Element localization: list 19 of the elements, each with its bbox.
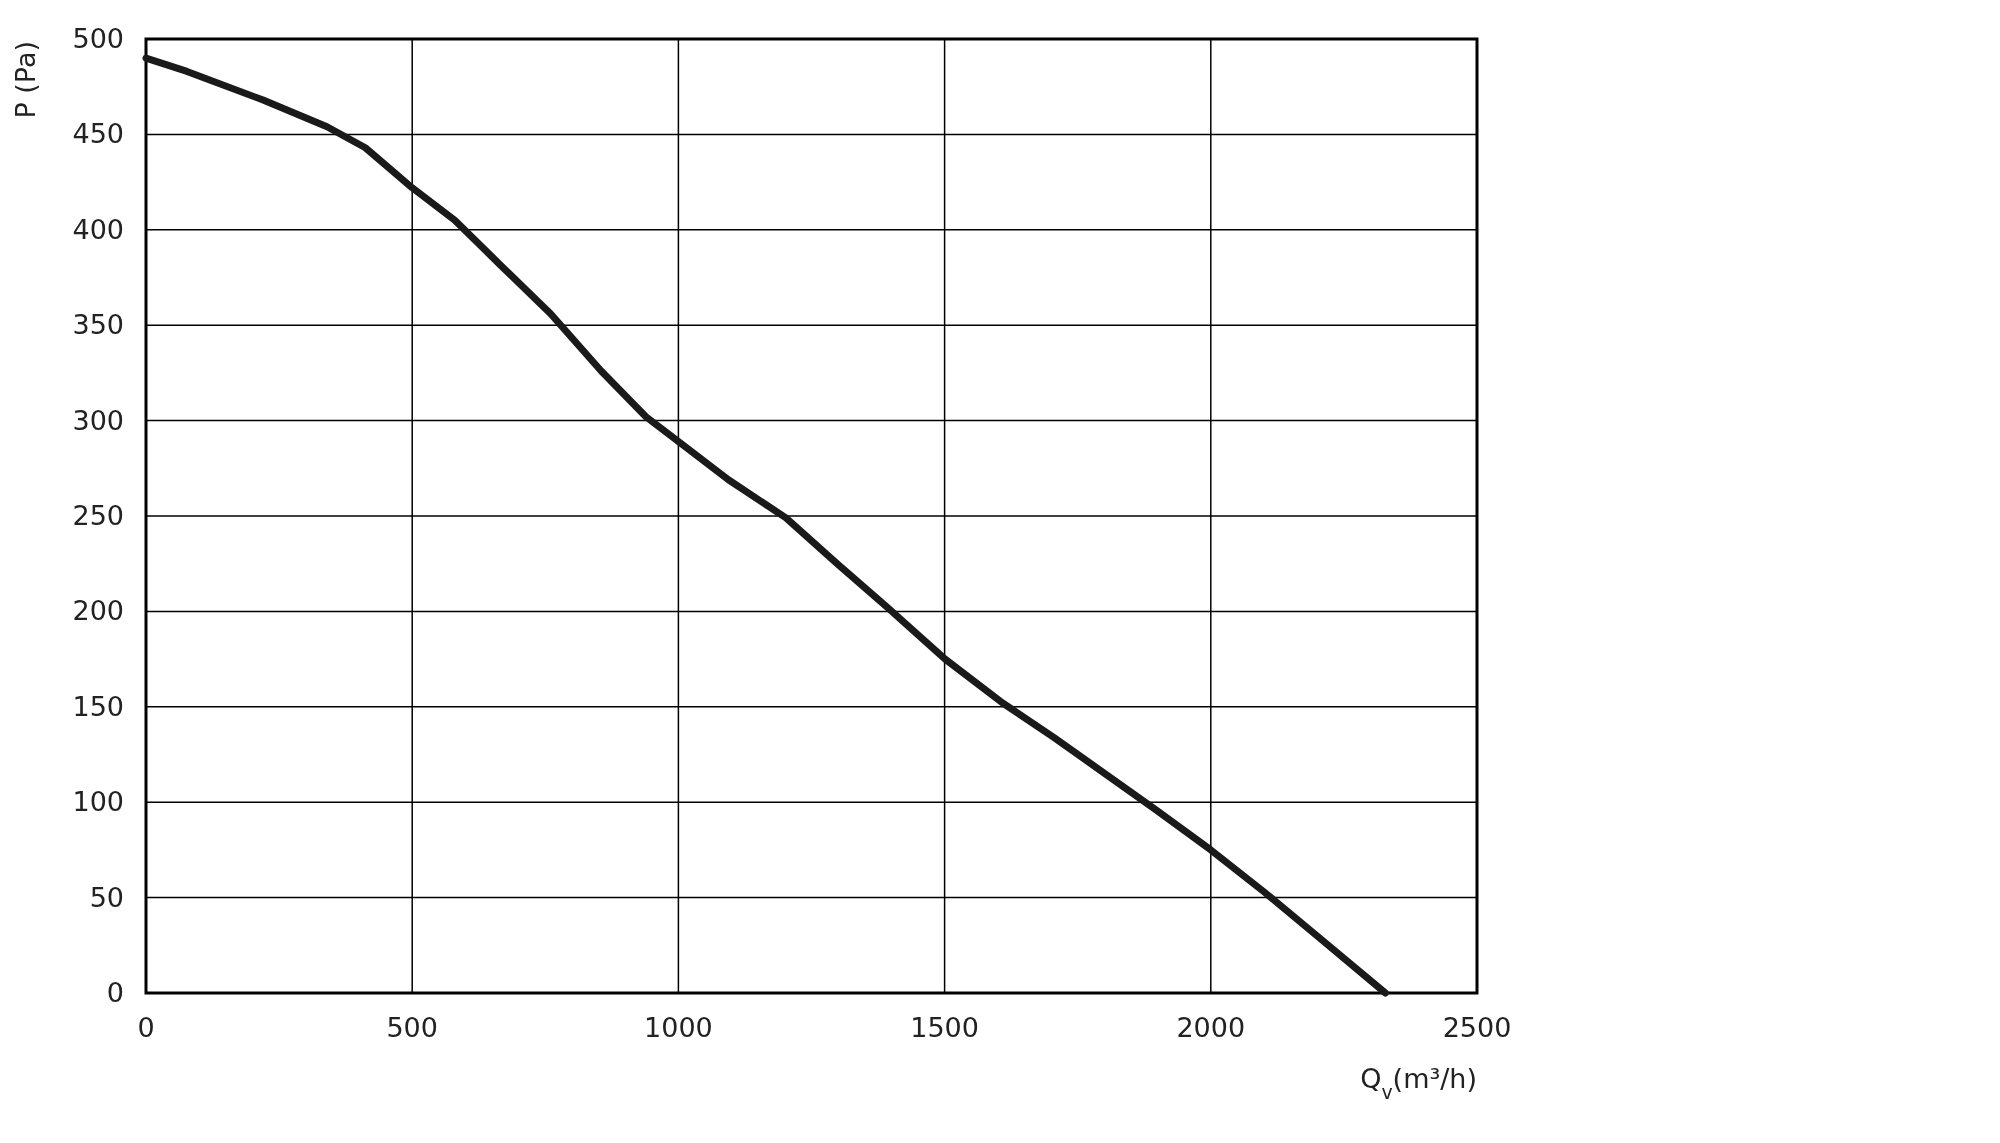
x-tick-label: 1500 [910, 1012, 979, 1043]
y-tick-label: 200 [72, 595, 124, 627]
x-tick-label: 2000 [1176, 1012, 1246, 1043]
y-tick-label: 0 [106, 977, 124, 1008]
y-tick-label: 450 [72, 118, 124, 150]
x-tick-label: 0 [137, 1012, 155, 1043]
y-tick-label: 250 [72, 500, 124, 531]
y-tick-label: 150 [72, 690, 124, 722]
y-axis-title: P (Pa) [10, 41, 41, 119]
y-tick-label: 350 [72, 309, 124, 341]
y-tick-label: 300 [72, 404, 124, 436]
x-tick-label: 2500 [1442, 1012, 1512, 1043]
x-axis-title: Q$_{v}$(m³/h) [1360, 1063, 1477, 1103]
x-tick-label: 1000 [644, 1012, 713, 1043]
y-tick-label: 500 [72, 23, 124, 54]
x-tick-label: 500 [386, 1012, 438, 1043]
y-tick-label: 100 [72, 786, 124, 818]
y-tick-label: 400 [72, 213, 124, 245]
y-tick-label: 50 [89, 881, 124, 913]
